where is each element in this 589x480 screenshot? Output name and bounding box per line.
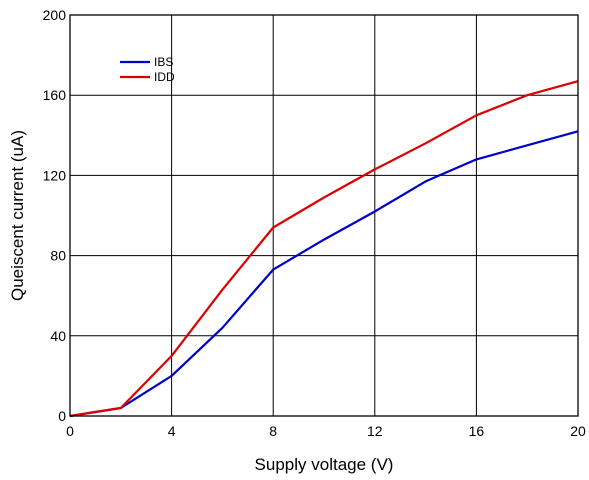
x-tick-label: 4 (168, 423, 176, 439)
x-tick-label: 20 (570, 423, 586, 439)
grid-lines (70, 15, 578, 416)
x-tick-label: 0 (66, 423, 74, 439)
series-line-idd (69, 80, 579, 418)
y-tick-label: 120 (43, 167, 67, 183)
legend-label-idd: IDD (154, 70, 175, 84)
series-group (69, 80, 579, 418)
plot-frame (69, 14, 579, 417)
y-tick-label: 40 (50, 328, 66, 344)
legend-label-ibs: IBS (154, 55, 173, 69)
y-tick-label: 80 (50, 248, 66, 264)
x-tick-label: 16 (469, 423, 485, 439)
series-line-ibs (69, 130, 579, 418)
y-tick-label: 0 (58, 408, 66, 424)
y-axis-title: Queiscent current (uA) (8, 130, 27, 301)
x-axis-title: Supply voltage (V) (255, 455, 394, 474)
y-tick-label: 200 (43, 7, 67, 23)
x-tick-label: 8 (269, 423, 277, 439)
y-tick-label: 160 (43, 87, 67, 103)
x-tick-label: 12 (367, 423, 383, 439)
